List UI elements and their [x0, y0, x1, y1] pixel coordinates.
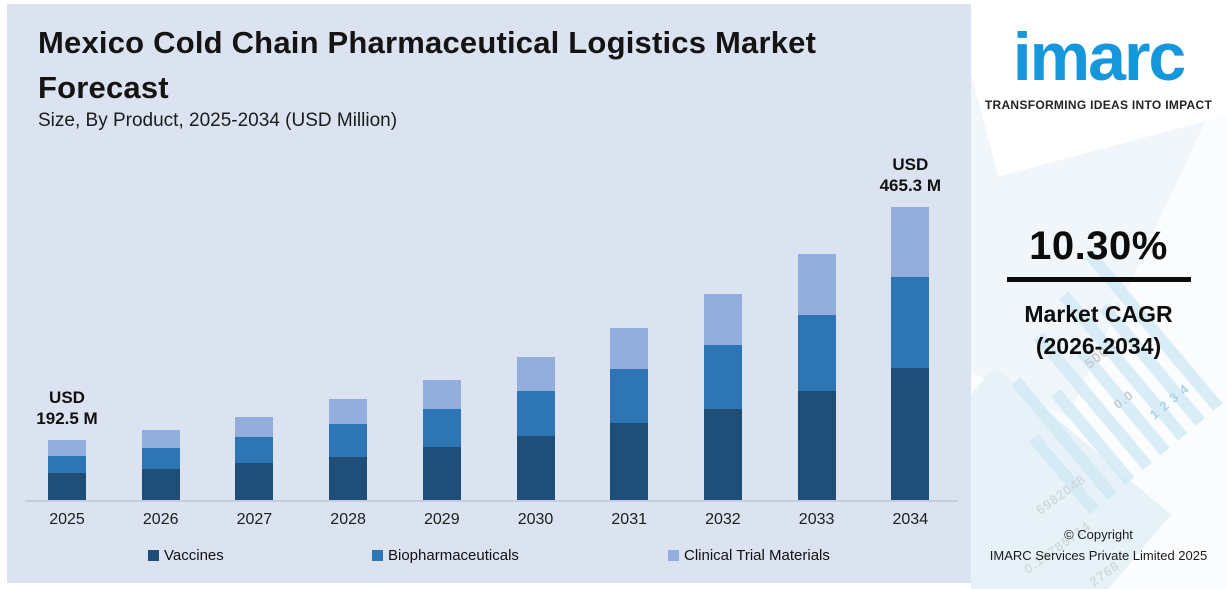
copyright-line2: IMARC Services Private Limited 2025 [989, 548, 1208, 563]
imarc-logo: imarc TRANSFORMING IDEAS INTO IMPACT [971, 18, 1226, 112]
info-panel: 500.0 0.0 1 2 3 4 6982048 0.13785714 2768 ima… [971, 0, 1226, 589]
cagr-label: Market CAGR (2026-2034) [971, 298, 1226, 362]
cagr-block: 10.30% Market CAGR (2026-2034) [971, 224, 1226, 362]
cagr-divider [1006, 277, 1191, 282]
cagr-value: 10.30% [1029, 224, 1168, 268]
copyright-line1: © Copyright [1064, 527, 1133, 542]
copyright: © Copyright IMARC Services Private Limit… [971, 524, 1226, 566]
cagr-label-line1: Market CAGR [1024, 301, 1173, 327]
imarc-logo-tagline: TRANSFORMING IDEAS INTO IMPACT [984, 98, 1213, 112]
chart-panel-background [7, 4, 971, 583]
cagr-label-line2: (2026-2034) [1035, 333, 1162, 359]
imarc-logo-text: imarc [1012, 19, 1186, 95]
